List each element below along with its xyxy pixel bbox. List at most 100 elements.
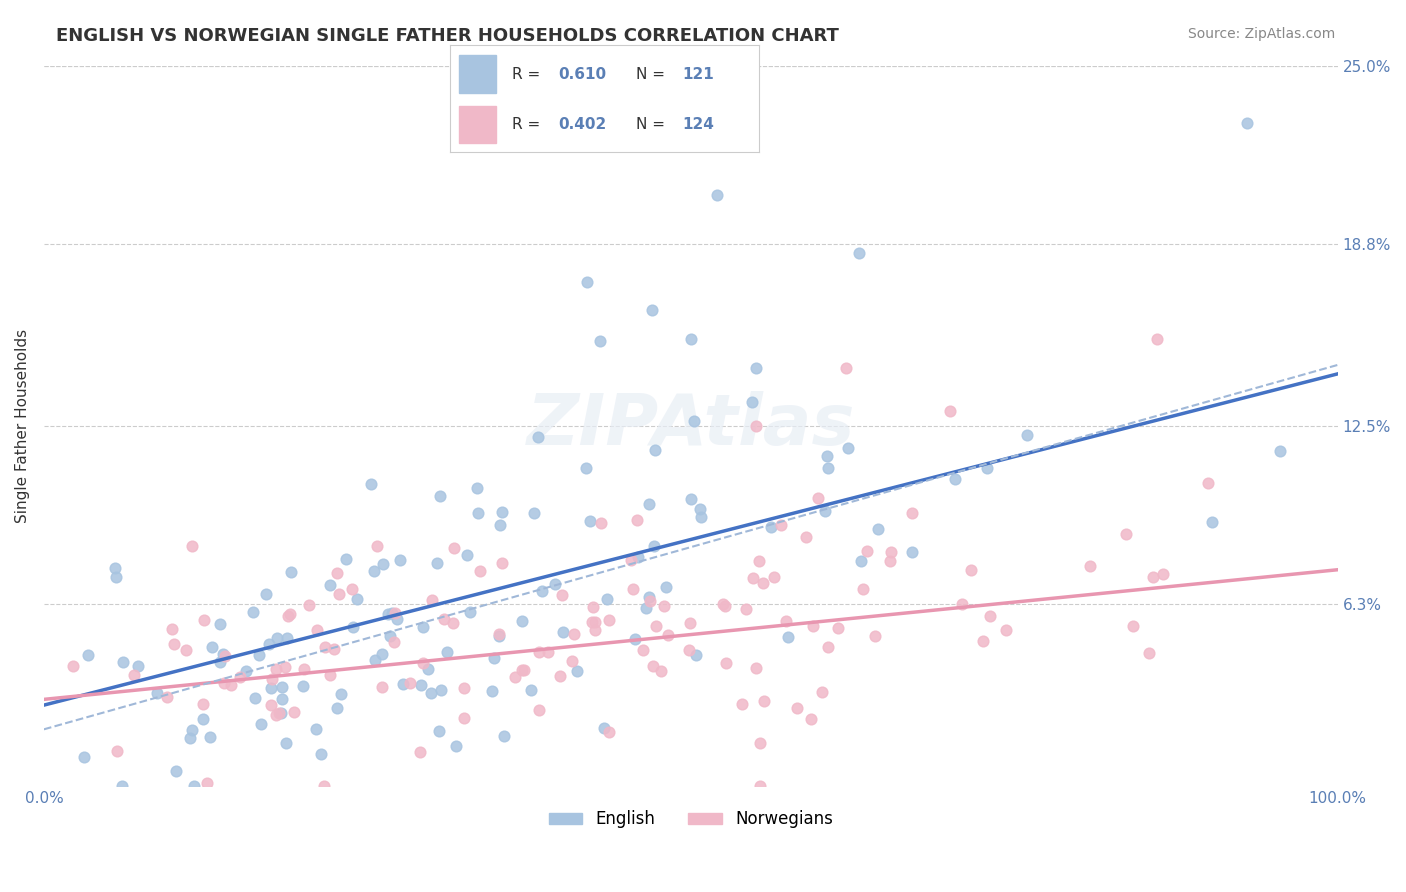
English — [456, 549, 478, 563]
English — [576, 275, 599, 289]
English — [191, 712, 214, 726]
English — [330, 687, 353, 701]
English — [127, 658, 149, 673]
Norwegians — [1115, 526, 1137, 541]
English — [250, 717, 273, 731]
Text: 124: 124 — [682, 117, 714, 132]
English — [465, 481, 488, 495]
English — [73, 749, 96, 764]
Norwegians — [326, 566, 349, 580]
Norwegians — [835, 361, 858, 376]
English — [510, 614, 533, 628]
English — [381, 606, 404, 620]
English — [1201, 515, 1223, 529]
Norwegians — [195, 776, 218, 790]
Norwegians — [731, 697, 754, 711]
Text: R =: R = — [512, 117, 546, 132]
English — [274, 736, 297, 750]
Norwegians — [749, 736, 772, 750]
Norwegians — [443, 541, 465, 555]
English — [378, 629, 401, 643]
Norwegians — [751, 575, 773, 590]
English — [837, 441, 859, 455]
Norwegians — [105, 744, 128, 758]
Norwegians — [491, 556, 513, 570]
Norwegians — [412, 656, 434, 670]
Norwegians — [314, 640, 336, 654]
Norwegians — [879, 554, 901, 568]
Norwegians — [950, 597, 973, 611]
English — [427, 723, 450, 738]
Norwegians — [193, 613, 215, 627]
English — [412, 620, 434, 634]
Norwegians — [219, 678, 242, 692]
Norwegians — [803, 618, 825, 632]
Norwegians — [1152, 567, 1174, 582]
Norwegians — [679, 616, 702, 631]
FancyBboxPatch shape — [460, 55, 496, 93]
Norwegians — [811, 685, 834, 699]
English — [342, 619, 364, 633]
English — [360, 476, 382, 491]
Norwegians — [598, 613, 620, 627]
Norwegians — [371, 680, 394, 694]
English — [201, 640, 224, 655]
English — [544, 576, 567, 591]
Norwegians — [1146, 332, 1168, 346]
Norwegians — [512, 663, 534, 677]
Norwegians — [160, 622, 183, 636]
English — [596, 592, 619, 607]
English — [429, 489, 451, 503]
English — [634, 601, 657, 615]
Norwegians — [863, 629, 886, 643]
English — [638, 590, 661, 604]
Norwegians — [581, 615, 603, 629]
English — [311, 747, 333, 762]
English — [527, 430, 550, 444]
English — [776, 630, 799, 644]
English — [243, 691, 266, 706]
English — [305, 723, 328, 737]
Norwegians — [800, 712, 823, 726]
English — [817, 461, 839, 475]
English — [104, 561, 127, 575]
English — [183, 779, 205, 793]
Text: R =: R = — [512, 67, 546, 81]
English — [551, 625, 574, 640]
Norwegians — [280, 607, 302, 622]
English — [759, 520, 782, 534]
Norwegians — [283, 705, 305, 719]
Norwegians — [433, 612, 456, 626]
Norwegians — [260, 672, 283, 686]
English — [589, 334, 612, 348]
English — [1270, 443, 1292, 458]
English — [270, 692, 292, 706]
Norwegians — [641, 659, 664, 673]
Norwegians — [621, 582, 644, 596]
English — [643, 540, 665, 554]
English — [679, 332, 702, 346]
Norwegians — [314, 779, 336, 793]
English — [271, 680, 294, 694]
Norwegians — [638, 594, 661, 608]
Norwegians — [748, 554, 770, 568]
Norwegians — [513, 663, 536, 677]
Text: N =: N = — [636, 117, 669, 132]
Norwegians — [382, 635, 405, 649]
English — [257, 637, 280, 651]
English — [488, 629, 510, 643]
Norwegians — [938, 404, 960, 418]
English — [644, 442, 666, 457]
Norwegians — [583, 624, 606, 638]
Norwegians — [562, 626, 585, 640]
English — [363, 564, 385, 578]
Norwegians — [598, 725, 620, 739]
English — [266, 632, 288, 646]
English — [389, 553, 412, 567]
Norwegians — [156, 690, 179, 704]
Norwegians — [228, 670, 250, 684]
Norwegians — [1122, 619, 1144, 633]
English — [254, 587, 277, 601]
Norwegians — [503, 670, 526, 684]
Norwegians — [62, 659, 84, 673]
